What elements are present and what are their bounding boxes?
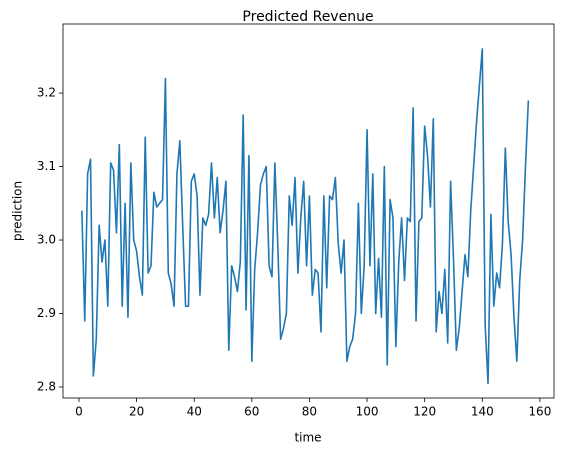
y-tick-label: 3.2 <box>37 86 56 100</box>
x-tick-label: 80 <box>302 405 317 419</box>
x-tick-label: 0 <box>75 405 83 419</box>
y-tick-label: 2.9 <box>37 306 56 320</box>
line <box>81 48 530 385</box>
x-tick-label: 140 <box>471 405 494 419</box>
x-tick-label: 100 <box>356 405 379 419</box>
x-tick-label: 160 <box>528 405 551 419</box>
y-axis-label: prediction <box>11 181 25 241</box>
y-tick-label: 2.8 <box>37 379 56 393</box>
plot-frame <box>62 23 555 399</box>
y-tick-label: 3.1 <box>37 159 56 173</box>
x-tick-label: 40 <box>187 405 202 419</box>
x-axis-label: time <box>294 431 321 445</box>
y-tick-label: 3.0 <box>37 233 56 247</box>
x-tick-label: 120 <box>413 405 436 419</box>
chart-title: Predicted Revenue <box>242 9 373 25</box>
x-tick-label: 60 <box>244 405 259 419</box>
x-tick-label: 20 <box>129 405 144 419</box>
